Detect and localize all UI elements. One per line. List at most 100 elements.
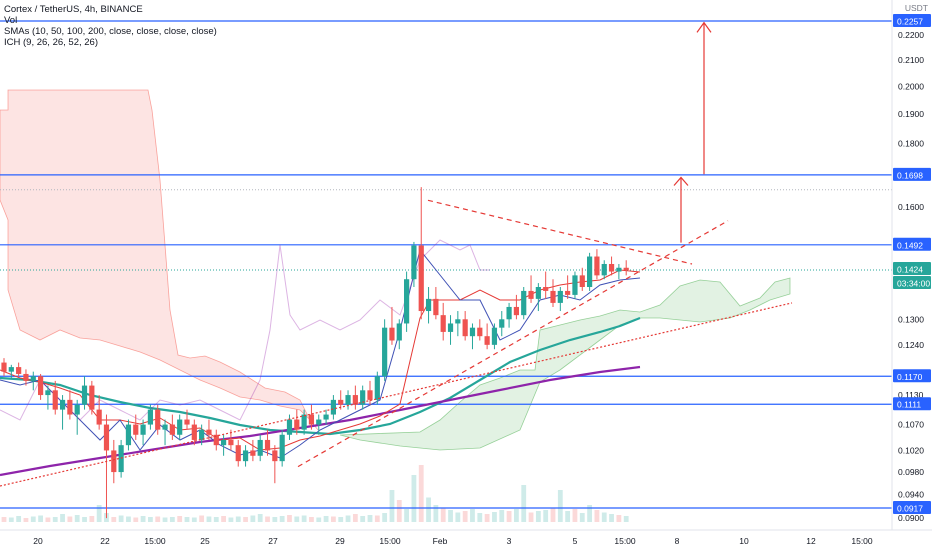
candle-body [330, 399, 336, 415]
time-tick-label: 20 [33, 536, 43, 546]
candle-body [272, 450, 278, 462]
candle-body [411, 245, 417, 280]
price-label-text: 0.2257 [897, 17, 923, 27]
candle-body [338, 399, 344, 405]
price-tick-label: 0.1020 [898, 445, 924, 455]
candle-body [155, 409, 161, 430]
volume-bar [623, 516, 629, 522]
time-tick-label: Feb [433, 536, 448, 546]
candle-body [206, 429, 212, 435]
volume-bar [389, 490, 395, 522]
candle-body [404, 279, 410, 324]
candle-body [184, 419, 190, 425]
price-tick-label: 0.1070 [898, 420, 924, 430]
volume-bar [528, 512, 534, 522]
volume-bar [323, 516, 329, 522]
time-tick-label: 29 [335, 536, 345, 546]
volume-bar [45, 517, 51, 522]
candle-body [96, 409, 102, 425]
time-tick-label: 22 [100, 536, 110, 546]
volume-bar [169, 517, 175, 522]
candle-body [74, 404, 80, 415]
volume-bar [301, 515, 307, 522]
volume-bar [338, 517, 344, 522]
candle-body [162, 424, 168, 430]
support-trendline [0, 302, 793, 487]
volume-bar [499, 510, 505, 522]
candle-body [440, 315, 446, 332]
candle-body [557, 290, 563, 303]
price-label-box [893, 167, 931, 181]
volume-bar [60, 514, 65, 522]
price-tick-label: 0.1130 [898, 390, 924, 400]
volume-bar [484, 514, 490, 522]
candle-body [543, 286, 549, 291]
volume-bar [616, 515, 622, 522]
candle-body [169, 424, 175, 435]
volume-bar [148, 517, 153, 522]
price-label-box [893, 369, 931, 383]
chart-legend: Cortex / TetherUS, 4h, BINANCE Vol SMAs … [4, 4, 217, 48]
candle-body [477, 327, 483, 337]
volume-bar [8, 517, 14, 522]
candle-body [257, 439, 263, 456]
indicator-vol[interactable]: Vol [4, 15, 18, 26]
volume-bar [492, 512, 497, 522]
price-tick-label: 0.0940 [898, 490, 924, 500]
candle-body [279, 434, 285, 462]
candle-body [250, 450, 256, 456]
sma-purple [0, 365, 641, 477]
candle-body [579, 275, 585, 287]
volume-bar [331, 516, 336, 522]
volume-bar [133, 517, 139, 522]
price-tick-label: 0.0980 [898, 467, 924, 477]
price-tick-label: 0.0900 [898, 513, 924, 523]
price-tick-label: 0.2100 [898, 55, 924, 65]
volume-bar [199, 515, 205, 522]
candle-body [360, 390, 366, 405]
volume-bar [521, 485, 527, 522]
price-tick-label: 0.1600 [898, 202, 924, 212]
volume-bar [316, 517, 322, 522]
candle-body [323, 414, 329, 420]
candle-body [418, 245, 424, 312]
volume-bar [535, 511, 541, 522]
candle-body [345, 395, 351, 405]
horizontal-levels [0, 20, 892, 509]
candle-body [23, 373, 29, 381]
volume-bar [514, 509, 519, 522]
volume-bar [89, 516, 95, 522]
volume-bar [506, 511, 512, 522]
volume-bar [235, 516, 241, 522]
price-label-box [893, 14, 931, 27]
volume-bar [550, 507, 556, 522]
indicator-ichimoku[interactable]: ICH (9, 26, 26, 52, 26) [4, 37, 98, 48]
candle-body [242, 450, 249, 462]
price-axis: USDT0.22000.21000.20000.19000.18000.1700… [891, 0, 932, 550]
time-tick-label: 3 [507, 536, 512, 546]
volume-bar [74, 515, 80, 522]
candle-body [8, 367, 14, 372]
volume-bar [594, 510, 600, 522]
candle-body [382, 327, 388, 377]
price-label-box [893, 397, 931, 411]
volume-bar [228, 517, 234, 522]
volume-bar [462, 511, 468, 522]
volume-bar [294, 516, 300, 522]
indicator-smas[interactable]: SMAs (10, 50, 100, 200, close, close, cl… [4, 26, 217, 37]
currency-label: USDT [905, 3, 928, 13]
candle-body [499, 319, 505, 328]
candle-body [67, 399, 73, 415]
volume-bar [126, 516, 131, 522]
time-tick-label: 5 [573, 536, 578, 546]
volume-bar [543, 510, 549, 522]
volume-bar [455, 512, 461, 522]
volume-bar [279, 516, 285, 522]
price-tick-label: 0.1900 [898, 109, 924, 119]
volume-bars [1, 465, 629, 522]
candle-body [469, 327, 476, 337]
volume-bar [287, 515, 292, 522]
volume-bar [272, 517, 278, 522]
